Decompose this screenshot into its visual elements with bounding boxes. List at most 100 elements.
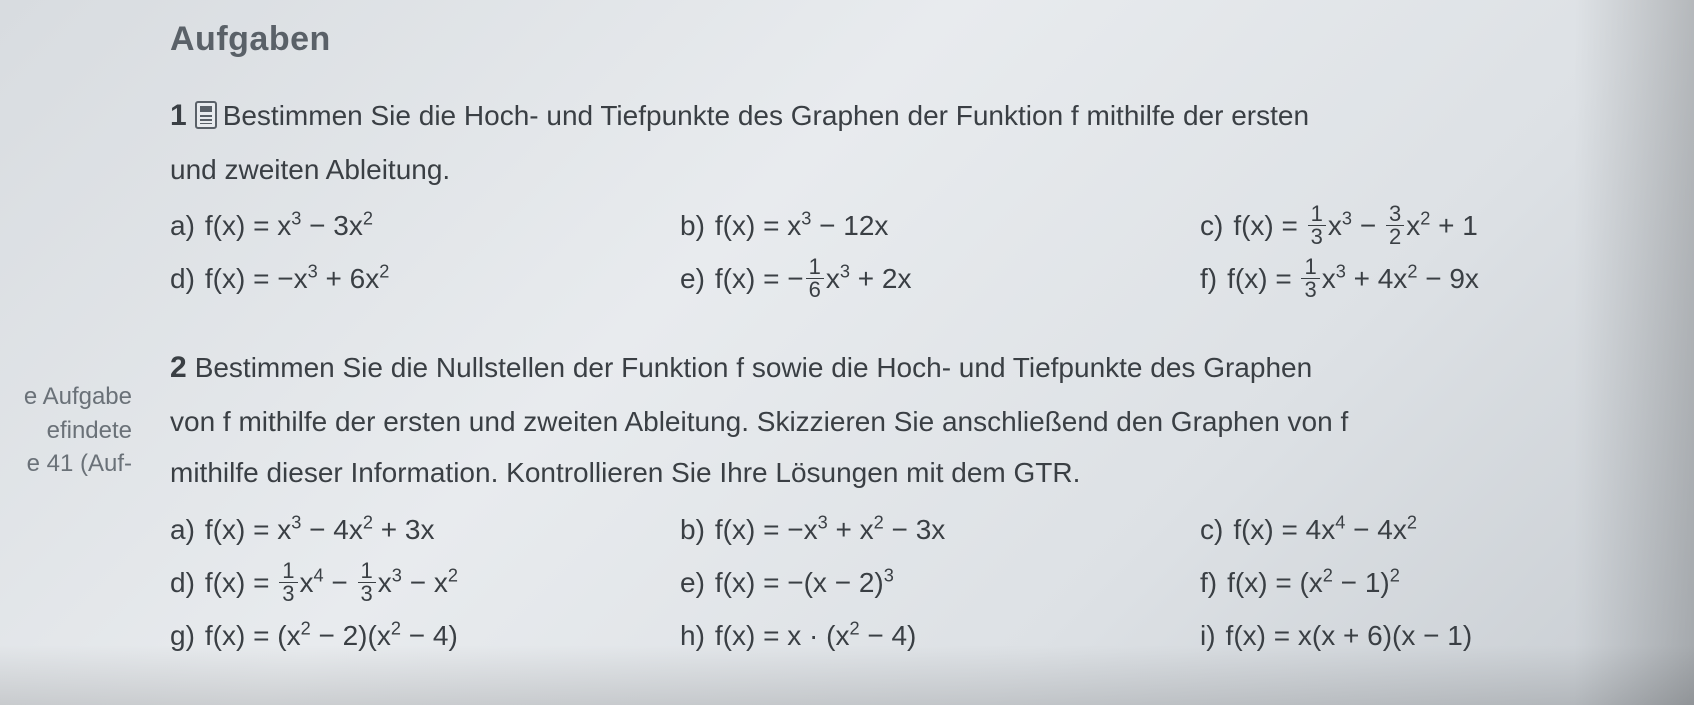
intro-text: Bestimmen Sie die Nullstellen der Funkti…	[195, 352, 1312, 383]
exercise-number: 1	[170, 99, 187, 132]
term: + 2x	[850, 263, 911, 294]
item-letter: a)	[170, 514, 195, 545]
term: x	[826, 263, 840, 294]
fraction: 13	[1308, 203, 1326, 248]
exp: 3	[1336, 262, 1346, 282]
exp: 2	[1407, 262, 1417, 282]
frac-num: 3	[1386, 203, 1404, 226]
term: x	[1322, 263, 1336, 294]
frac-num: 1	[1308, 203, 1326, 226]
exercise-1-intro-2: und zweiten Ableitung.	[170, 148, 1650, 191]
exp: 2	[849, 619, 859, 639]
exercise-2-intro: 2 Bestimmen Sie die Nullstellen der Funkt…	[170, 345, 1650, 392]
exp: 2	[391, 619, 401, 639]
term: − 12x	[811, 210, 888, 241]
frac-den: 2	[1386, 226, 1404, 248]
exp: 2	[301, 619, 311, 639]
fraction: 13	[358, 560, 376, 605]
exp: 3	[308, 262, 318, 282]
frac-den: 6	[806, 279, 824, 301]
exp: 3	[291, 209, 301, 229]
exercise-2-intro-2: von f mithilfe der ersten und zweiten Ab…	[170, 400, 1650, 443]
term: + x	[828, 514, 874, 545]
term: − 3x	[884, 514, 945, 545]
exercise-2-row-2: d)f(x) = 13x4 − 13x3 − x2 e)f(x) = −(x −…	[170, 556, 1650, 609]
term: + 4x	[1346, 263, 1407, 294]
item-letter: d)	[170, 567, 195, 598]
fx: f(x) = −x	[715, 514, 818, 545]
exp: 3	[392, 565, 402, 585]
calculator-icon	[195, 101, 217, 129]
exp: 2	[874, 512, 884, 532]
item-letter: a)	[170, 210, 195, 241]
fx: f(x) = x	[205, 514, 291, 545]
item-1d: d)f(x) = −x3 + 6x2	[170, 252, 680, 305]
fx: f(x) = 4x	[1233, 514, 1335, 545]
term: − 4x	[1345, 514, 1406, 545]
term: −	[324, 567, 356, 598]
fx: f(x) = −	[715, 263, 804, 294]
item-2e: e) f(x) = −(x − 2)3	[680, 556, 1200, 609]
term: − 1)	[1333, 567, 1390, 598]
exercise-2: 2 Bestimmen Sie die Nullstellen der Funkt…	[170, 345, 1650, 662]
fx: f(x) =	[1233, 210, 1305, 241]
item-letter: e)	[680, 567, 705, 598]
exp: 2	[1407, 512, 1417, 532]
fx: f(x) = −x	[205, 263, 308, 294]
frac-num: 1	[279, 560, 297, 583]
term: x	[378, 567, 392, 598]
frac-den: 3	[1308, 226, 1326, 248]
term: − x	[402, 567, 448, 598]
fx: f(x) = −(x − 2)	[715, 567, 884, 598]
frac-den: 3	[358, 583, 376, 605]
exp: 2	[363, 209, 373, 229]
intro-text: Bestimmen Sie die Hoch- und Tiefpunkte d…	[223, 100, 1309, 131]
frac-num: 1	[1301, 256, 1319, 279]
fx: f(x) = (x	[1227, 567, 1323, 598]
term: + 3x	[373, 514, 434, 545]
fx: f(x) =	[205, 567, 277, 598]
page-bottom-shadow	[0, 645, 1694, 705]
margin-note: e Aufgabe efindete e 41 (Auf-	[0, 380, 150, 481]
term: x	[300, 567, 314, 598]
fraction: 13	[1301, 256, 1319, 301]
margin-line: efindete	[0, 414, 132, 448]
frac-den: 3	[1301, 279, 1319, 301]
exp: 2	[1323, 565, 1333, 585]
exercise-1: 1 Bestimmen Sie die Hoch- und Tiefpunkte …	[170, 93, 1650, 305]
item-letter: c)	[1200, 210, 1223, 241]
exp: 3	[291, 512, 301, 532]
item-1b: b)f(x) = x3 − 12x	[680, 199, 1200, 252]
exercise-2-intro-3: mithilfe dieser Information. Kontrollier…	[170, 451, 1650, 494]
item-letter: f)	[1200, 263, 1217, 294]
exp: 3	[884, 565, 894, 585]
frac-num: 1	[806, 256, 824, 279]
item-2b: b) f(x) = −x3 + x2 − 3x	[680, 503, 1200, 556]
exp: 2	[448, 565, 458, 585]
margin-line: e Aufgabe	[0, 380, 132, 414]
exercise-number: 2	[170, 351, 187, 384]
term: + 6x	[318, 263, 379, 294]
item-letter: f)	[1200, 567, 1217, 598]
exp: 2	[363, 512, 373, 532]
exp: 3	[818, 512, 828, 532]
exercise-1-row-2: d)f(x) = −x3 + 6x2 e)f(x) = −16x3 + 2x f…	[170, 252, 1650, 305]
frac-den: 3	[279, 583, 297, 605]
exp: 2	[379, 262, 389, 282]
exercise-1-row-1: a)f(x) = x3 − 3x2 b)f(x) = x3 − 12x c)f(…	[170, 199, 1650, 252]
fraction: 16	[806, 256, 824, 301]
exp: 3	[801, 209, 811, 229]
frac-num: 1	[358, 560, 376, 583]
exp: 3	[1342, 209, 1352, 229]
term: − 9x	[1417, 263, 1478, 294]
fx: f(x) =	[1227, 263, 1299, 294]
exp: 4	[314, 565, 324, 585]
term: − 3x	[301, 210, 362, 241]
term: x	[1328, 210, 1342, 241]
term: − 4x	[301, 514, 362, 545]
exp: 4	[1335, 512, 1345, 532]
item-letter: b)	[680, 514, 705, 545]
item-letter: e)	[680, 263, 705, 294]
exp: 2	[1420, 209, 1430, 229]
item-2a: a) f(x) = x3 − 4x2 + 3x	[170, 503, 680, 556]
